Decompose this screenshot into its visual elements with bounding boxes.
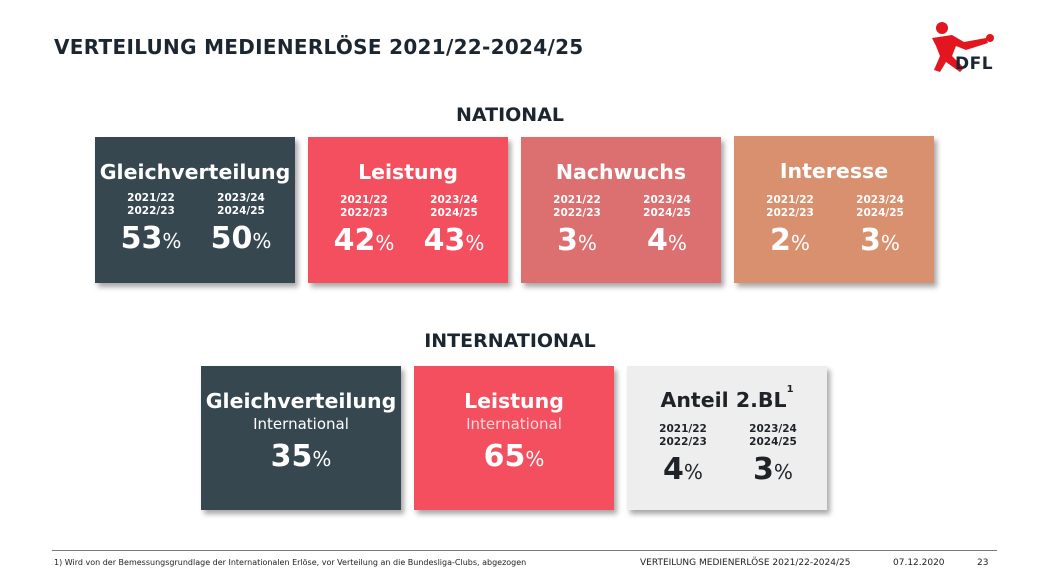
international-heading: INTERNATIONAL [424, 330, 596, 352]
percent-value: 3% [753, 452, 793, 487]
years-label: 2023/24 2024/25 [217, 192, 265, 217]
percent-value: 4% [647, 223, 687, 258]
national-heading: NATIONAL [455, 104, 565, 126]
card-subtitle: International [466, 415, 562, 433]
percent-value: 65% [483, 439, 545, 474]
card-name: Leistung [464, 389, 564, 413]
years-label: 2023/24 2024/25 [643, 194, 691, 219]
footer-page-number: 23 [977, 558, 989, 568]
years-label: 2021/22 2022/23 [553, 194, 601, 219]
years-label: 2021/22 2022/23 [127, 192, 175, 217]
card-subtitle: International [253, 415, 349, 433]
percent-value: 2% [770, 223, 810, 258]
percent-value: 3% [557, 223, 597, 258]
card-name: Leistung [358, 160, 458, 184]
international-card-anteil-2bl: Anteil 2.BL1 2021/22 2022/23 4% 2023/24 … [627, 366, 827, 510]
footer-date: 07.12.2020 [893, 558, 945, 568]
national-card-leistung: Leistung 2021/22 2022/23 42% 2023/24 202… [308, 137, 508, 283]
card-column-left: 2021/22 2022/23 4% [637, 423, 729, 489]
percent-value: 3% [860, 223, 900, 258]
card-name: Interesse [779, 159, 889, 183]
page-title: VERTEILUNG MEDIENERLÖSE 2021/22-2024/25 [54, 35, 584, 59]
years-label: 2023/24 2024/25 [749, 423, 797, 448]
card-column-right: 2023/24 2024/25 4% [621, 194, 713, 260]
percent-value: 43% [423, 223, 485, 258]
card-column-right: 2023/24 2024/25 50% [195, 192, 287, 258]
card-column-left: 2021/22 2022/23 42% [318, 194, 410, 260]
card-column-left: 2021/22 2022/23 3% [531, 194, 623, 260]
footer-doc-title: VERTEILUNG MEDIENERLÖSE 2021/22-2024/25 [640, 558, 851, 568]
dfl-logo-player-icon [916, 20, 996, 80]
card-name: Anteil 2.BL1 [660, 384, 794, 412]
years-label: 2021/22 2022/23 [340, 194, 388, 219]
card-column-right: 2023/24 2024/25 3% [727, 423, 819, 489]
card-column-right: 2023/24 2024/25 43% [408, 194, 500, 260]
years-label: 2023/24 2024/25 [856, 194, 904, 219]
footnote-text: 1) Wird von der Bemessungsgrundlage der … [54, 558, 527, 567]
card-column-left: 2021/22 2022/23 2% [744, 194, 836, 260]
card-column-right: 2023/24 2024/25 3% [834, 194, 926, 260]
percent-value: 35% [270, 439, 332, 474]
card-name: Gleichverteilung [99, 160, 291, 184]
years-label: 2023/24 2024/25 [430, 194, 478, 219]
percent-value: 53% [120, 221, 182, 256]
card-name: Nachwuchs [555, 160, 687, 184]
years-label: 2021/22 2022/23 [766, 194, 814, 219]
card-column-left: 2021/22 2022/23 53% [105, 192, 197, 258]
international-card-gleichverteilung: Gleichverteilung International 35% [201, 366, 401, 510]
footer-divider [52, 550, 997, 551]
national-card-interesse: Interesse 2021/22 2022/23 2% 2023/24 202… [734, 136, 934, 283]
years-label: 2021/22 2022/23 [659, 423, 707, 448]
percent-value: 50% [210, 221, 272, 256]
national-card-nachwuchs: Nachwuchs 2021/22 2022/23 3% 2023/24 202… [521, 137, 721, 283]
card-name: Gleichverteilung [205, 389, 397, 413]
percent-value: 4% [663, 452, 703, 487]
dfl-logo-text: DFL [955, 54, 994, 74]
footnote-mark: 1 [786, 384, 794, 395]
national-card-gleichverteilung: Gleichverteilung 2021/22 2022/23 53% 202… [95, 137, 295, 283]
percent-value: 42% [333, 223, 395, 258]
international-card-leistung: Leistung International 65% [414, 366, 614, 510]
